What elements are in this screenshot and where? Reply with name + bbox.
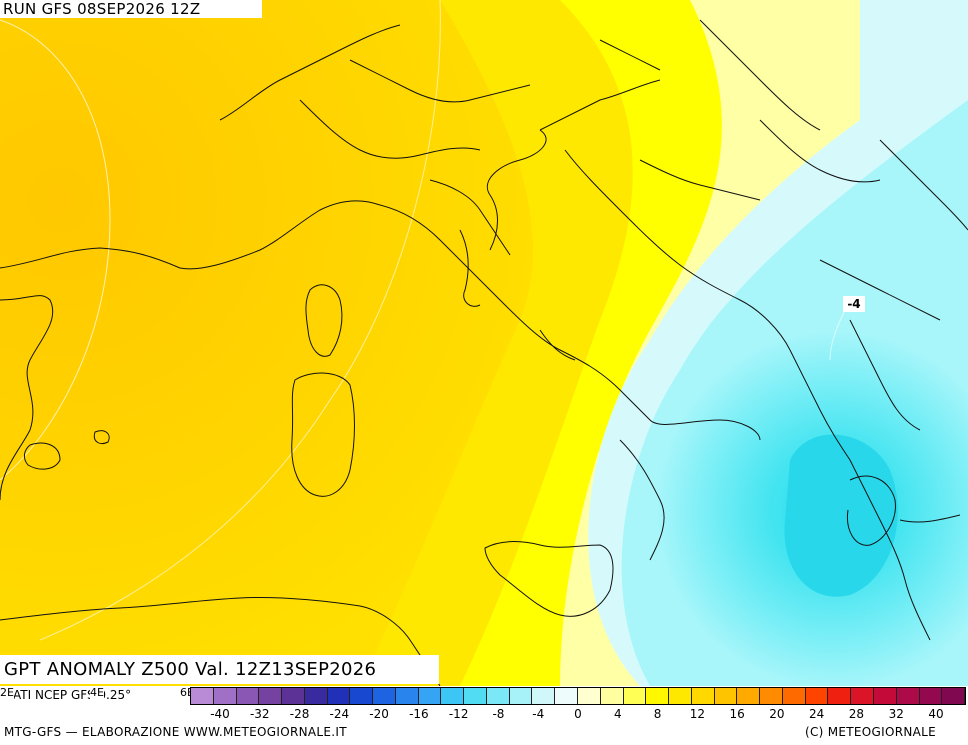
legend-label: 20 bbox=[769, 707, 785, 721]
legend-label: 28 bbox=[848, 707, 865, 721]
legend-swatch bbox=[760, 688, 783, 704]
legend-label: -20 bbox=[369, 707, 389, 721]
map-panel: RUN GFS 08SEP2026 12Z -4 GPT ANOMALY Z50… bbox=[0, 0, 968, 686]
legend-swatch bbox=[851, 688, 874, 704]
contour-label: -4 bbox=[843, 296, 865, 312]
legend-label: 40 bbox=[928, 707, 944, 721]
legend-swatch bbox=[509, 688, 533, 704]
legend-swatch bbox=[873, 688, 897, 704]
legend-swatch bbox=[418, 688, 442, 704]
anomaly-map bbox=[0, 0, 968, 686]
legend-swatch bbox=[304, 688, 328, 704]
legend-swatch bbox=[327, 688, 351, 704]
anomaly-band-minus16 bbox=[784, 434, 898, 597]
legend-swatch bbox=[942, 688, 966, 704]
legend-swatch bbox=[350, 688, 374, 704]
legend-label: -16 bbox=[409, 707, 429, 721]
legend-label: -8 bbox=[492, 707, 505, 721]
legend-swatch bbox=[486, 688, 510, 704]
legend-label: 8 bbox=[653, 707, 662, 721]
legend-swatch bbox=[737, 688, 761, 704]
legend-swatch bbox=[714, 688, 738, 704]
data-source: DATI NCEP GFS 0.25° bbox=[4, 688, 132, 702]
legend-label: 16 bbox=[729, 707, 745, 721]
legend-swatch bbox=[623, 688, 647, 704]
legend-label: -4 bbox=[532, 707, 545, 721]
legend-swatch bbox=[464, 688, 487, 704]
contour-line bbox=[39, 0, 441, 641]
legend-swatch bbox=[259, 688, 283, 704]
legend-label: 24 bbox=[809, 707, 825, 721]
legend-swatch bbox=[532, 688, 556, 704]
legend-swatch bbox=[646, 688, 670, 704]
field-title: GPT ANOMALY Z500 Val. 12Z13SEP2026 bbox=[0, 655, 439, 684]
credit-right: (C) METEOGIORNALE bbox=[804, 725, 936, 739]
legend-label: -40 bbox=[210, 707, 230, 721]
legend-swatch bbox=[919, 688, 943, 704]
legend-label: 32 bbox=[888, 707, 904, 721]
legend-swatch bbox=[578, 688, 601, 704]
credit-left: MTG-GFS — ELABORAZIONE WWW.METEOGIORNALE… bbox=[4, 725, 347, 739]
legend-label: 12 bbox=[689, 707, 705, 721]
footer: DATI NCEP GFS 0.25° 2E 4E 6E -40 -32 -28 -2… bbox=[0, 686, 968, 745]
legend-swatch bbox=[213, 688, 237, 704]
legend-label: -12 bbox=[448, 707, 469, 721]
legend-swatch bbox=[828, 688, 852, 704]
legend-swatch bbox=[191, 688, 214, 704]
legend-swatch bbox=[782, 688, 806, 704]
lon-tick-label: 2E bbox=[0, 686, 14, 700]
contour-line bbox=[0, 19, 111, 481]
legend-label: 4 bbox=[613, 707, 622, 721]
legend-swatch bbox=[669, 688, 692, 704]
legend-label: -32 bbox=[249, 707, 270, 721]
legend-swatch bbox=[282, 688, 305, 704]
legend-swatch bbox=[600, 688, 624, 704]
legend-swatch bbox=[805, 688, 829, 704]
color-scale-bar bbox=[190, 687, 966, 705]
legend-label: -28 bbox=[289, 707, 310, 721]
legend-swatch bbox=[555, 688, 579, 704]
legend-label: 0 bbox=[574, 707, 582, 721]
lon-tick-label: 4E bbox=[90, 686, 104, 700]
run-title: RUN GFS 08SEP2026 12Z bbox=[0, 0, 262, 18]
legend-label: -24 bbox=[329, 707, 350, 721]
legend-swatch bbox=[441, 688, 465, 704]
coastlines bbox=[0, 19, 968, 686]
legend-swatch bbox=[395, 688, 419, 704]
legend-swatch bbox=[691, 688, 715, 704]
color-scale-labels: -40 -32 -28 -24 -20 -16 -12 -8 -4 0 4 8 12 16 20 24 28 32… bbox=[190, 707, 966, 723]
legend-swatch bbox=[373, 688, 396, 704]
legend-swatch bbox=[236, 688, 260, 704]
legend-swatch bbox=[896, 688, 920, 704]
